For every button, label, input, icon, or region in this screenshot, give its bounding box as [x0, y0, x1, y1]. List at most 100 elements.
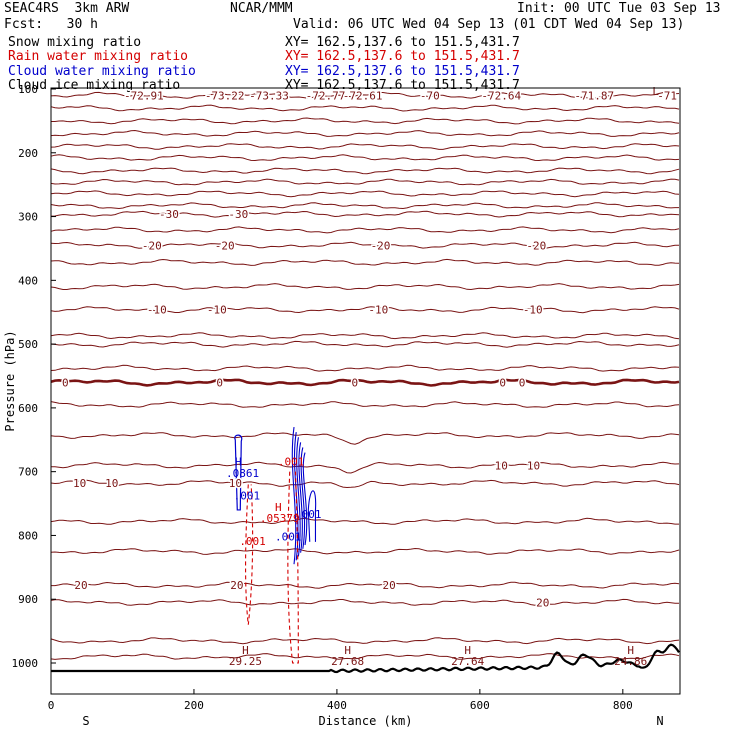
isotherm-label: -72.64	[481, 89, 521, 102]
isotherm-label: -70	[420, 89, 440, 102]
isotherm-label: -20	[215, 239, 235, 252]
isotherm-label: 0	[499, 376, 506, 389]
y-tick-label: 1000	[12, 657, 39, 670]
isotherm-line	[50, 241, 680, 249]
cloud-water-contour	[234, 434, 243, 511]
isotherm-line	[50, 364, 680, 372]
isotherm-label: -72.77	[306, 89, 346, 102]
y-tick-label: 200	[18, 147, 38, 160]
y-tick-label: 100	[18, 83, 38, 96]
isotherm-label: 20	[230, 579, 243, 592]
isotherm-line	[50, 401, 680, 408]
isotherm-label: -10	[147, 304, 167, 317]
isotherm-label: -10	[207, 304, 227, 317]
y-tick-label: 600	[18, 402, 38, 415]
isotherm-line	[50, 547, 680, 555]
surface-high-marker: H	[627, 644, 634, 657]
legend-cloud-water-xy: XY= 162.5,137.6 to 151.5,431.7	[285, 64, 520, 79]
terrain-line	[51, 643, 680, 674]
org-label: NCAR/MMM	[230, 1, 293, 16]
isotherm-label: 20	[382, 579, 395, 592]
isotherm-line	[50, 306, 680, 314]
cloud-water-contour	[300, 447, 306, 549]
isotherm-label: 10	[495, 459, 508, 472]
isotherm-line	[50, 461, 680, 474]
y-tick-label: 500	[18, 338, 38, 351]
y-tick-label: 300	[18, 211, 38, 224]
forecast-hour: Fcst: 30 h	[4, 17, 98, 32]
isotherm-label: -30	[228, 208, 248, 221]
plot-frame	[50, 87, 681, 695]
isotherm-line	[50, 598, 680, 606]
isotherm-line	[51, 117, 680, 125]
isotherm-line	[50, 104, 680, 112]
cloud-water-max-marker: H	[235, 455, 242, 468]
isotherm-line	[50, 340, 680, 348]
cloud-water-contour	[307, 490, 317, 542]
isotherm-line	[50, 517, 679, 525]
isotherm-line	[50, 653, 680, 660]
isotherm-label: 0	[62, 376, 69, 389]
isotherm-label: -73.22	[205, 89, 245, 102]
isotherm-label: 0	[216, 376, 223, 389]
x-tick-label: 0	[48, 699, 55, 712]
legend-cloud-ice: Cloud ice mixing ratio	[8, 78, 181, 93]
y-tick-label: 400	[18, 274, 38, 287]
rain-water-contour	[287, 471, 299, 664]
rain-water-label: .05379	[260, 512, 300, 525]
cloud-water-label: .0861	[226, 467, 259, 480]
y-axis-label: Pressure (hPa)	[3, 330, 17, 431]
isotherm-line	[50, 210, 680, 218]
isotherm-label: -10	[523, 304, 543, 317]
isotherm-label: 10	[229, 477, 242, 490]
surface-high-value: 29.25	[229, 655, 262, 668]
isotherm-label: -30	[159, 208, 179, 221]
isotherm-label: -71	[657, 89, 677, 102]
isotherm-label: -10	[368, 304, 388, 317]
isotherm-line	[50, 332, 680, 340]
isotherm-line	[50, 190, 680, 198]
top-low-marker: L	[652, 85, 659, 98]
isotherm-label: -20	[371, 239, 391, 252]
legend-cloud-water: Cloud water mixing ratio	[8, 64, 196, 79]
legend-rain: Rain water mixing ratio	[8, 49, 189, 64]
rain-water-label: .001	[239, 535, 266, 548]
rain-water-contour	[245, 484, 254, 625]
isotherm-line	[50, 202, 679, 210]
surface-high-marker: H	[242, 644, 249, 657]
isotherm-label: -71.87	[574, 89, 614, 102]
legend-cloud-ice-xy: XY= 162.5,137.6 to 151.5,431.7	[285, 78, 520, 93]
isotherm-label: 10	[527, 459, 540, 472]
isotherm-label: 10	[73, 477, 86, 490]
isotherm-label: -20	[526, 239, 546, 252]
isotherm-line	[50, 432, 680, 445]
x-axis-label: Distance (km)	[319, 714, 413, 728]
isotherm-label: 10	[105, 477, 118, 490]
isotherm-line	[51, 581, 680, 589]
x-tick-label: 600	[470, 699, 490, 712]
isotherm-label: 20	[74, 579, 87, 592]
rain-water-max-marker: H	[275, 501, 282, 514]
init-time: Init: 00 UTC Tue 03 Sep 13	[517, 1, 721, 16]
isotherm-label: 0	[351, 376, 358, 389]
isotherm-line	[50, 283, 680, 291]
cloud-water-contour	[291, 426, 297, 565]
isotherm-line	[50, 129, 680, 137]
cloud-water-contour	[296, 437, 301, 557]
cloud-water-contour	[302, 452, 308, 546]
isotherm-label: -73.33	[249, 89, 289, 102]
valid-time: Valid: 06 UTC Wed 04 Sep 13 (01 CDT Wed …	[293, 17, 685, 32]
x-tick-label: 400	[327, 699, 347, 712]
cloud-water-label: .001	[295, 508, 322, 521]
legend-rain-xy: XY= 162.5,137.6 to 151.5,431.7	[285, 49, 520, 64]
y-tick-label: 900	[18, 593, 38, 606]
surface-high-value: 27.64	[451, 655, 484, 668]
legend-snow-xy: XY= 162.5,137.6 to 151.5,431.7	[285, 35, 520, 50]
isotherm-label: -72.91	[124, 89, 164, 102]
y-tick-label: 800	[18, 529, 38, 542]
surface-high-marker: H	[464, 644, 471, 657]
cloud-water-contour	[298, 442, 303, 553]
isotherm-line	[50, 178, 680, 186]
surface-high-value: 27.68	[331, 655, 364, 668]
rain-water-label: .001	[278, 455, 305, 468]
